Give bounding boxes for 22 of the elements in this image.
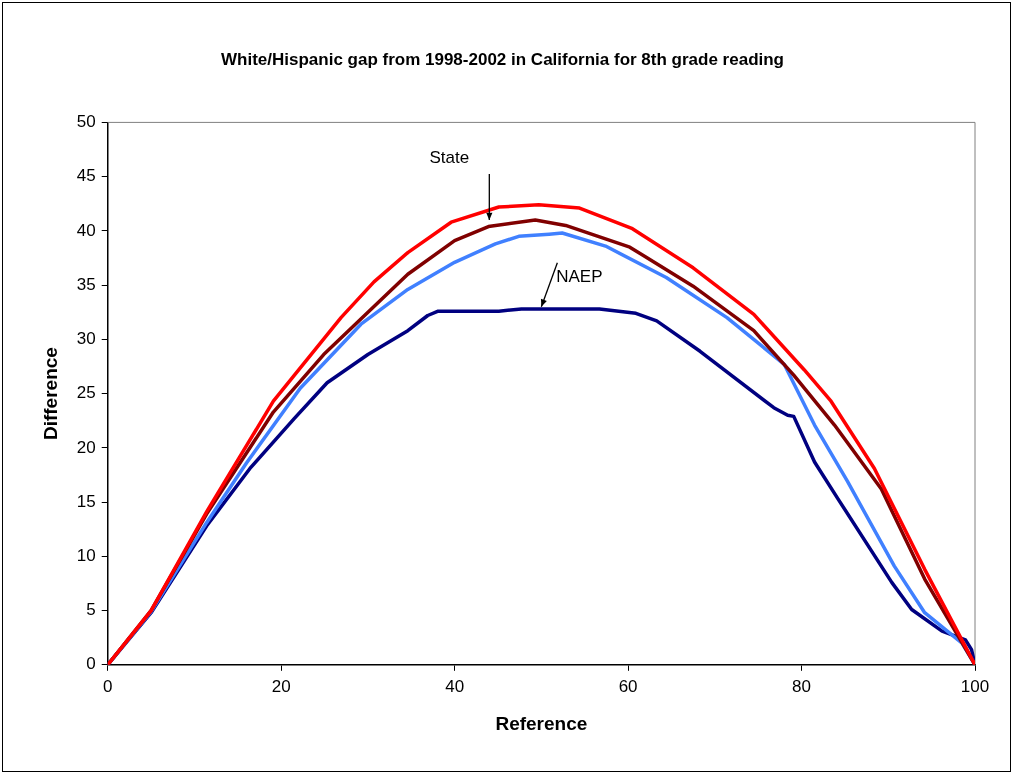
y-tick-label: 0 (86, 654, 96, 674)
y-tick-label: 50 (76, 112, 96, 132)
y-tick-label: 5 (86, 600, 96, 620)
x-axis-title: Reference (495, 712, 588, 734)
annotation: State (429, 147, 470, 167)
y-tick-label: 40 (76, 220, 96, 240)
y-tick-label: 30 (76, 329, 96, 349)
x-tick-label: 40 (445, 676, 465, 696)
x-tick-label: 60 (618, 676, 638, 696)
y-tick-label: 25 (76, 383, 96, 403)
x-tick-label: 20 (271, 676, 291, 696)
x-tick-label: 100 (960, 676, 990, 696)
y-tick-label: 45 (76, 166, 96, 186)
y-tick-label: 20 (76, 437, 96, 457)
y-tick-label: 10 (76, 546, 96, 566)
x-tick-label: 0 (102, 676, 113, 696)
annotation: NAEP (556, 266, 603, 286)
chart-title: White/Hispanic gap from 1998-2002 in California for 8th grade reading (220, 49, 785, 69)
y-tick-label: 15 (76, 491, 96, 511)
x-tick-label: 80 (792, 676, 811, 696)
y-tick-label: 35 (76, 274, 96, 294)
y-axis-title: Difference (39, 347, 61, 441)
